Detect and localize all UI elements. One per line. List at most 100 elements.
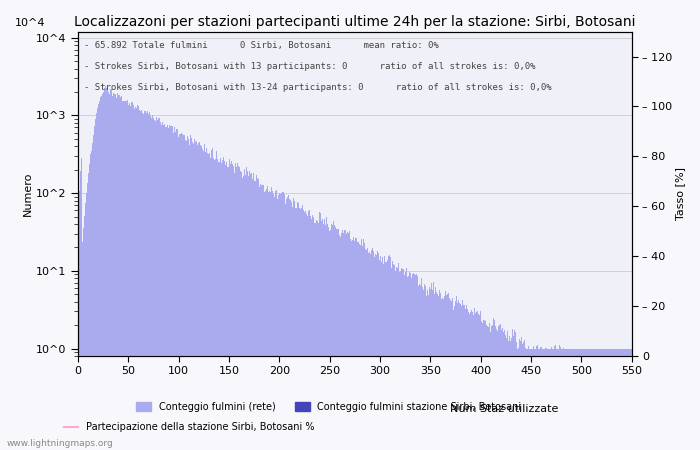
Bar [488, 327, 489, 450]
Title: Localizzazoni per stazioni partecipanti ultime 24h per la stazione: Sirbi, Botos: Localizzazoni per stazioni partecipanti … [74, 15, 636, 29]
Bar [162, 122, 163, 450]
Bar [610, 349, 611, 450]
Bar [400, 268, 402, 450]
Bar [479, 315, 480, 450]
Bar [605, 349, 606, 450]
Bar [589, 349, 590, 450]
Bar [151, 117, 152, 450]
Bar [500, 324, 501, 450]
Bar [232, 166, 234, 450]
Bar [505, 335, 506, 450]
Bar [265, 191, 266, 450]
Bar [366, 250, 368, 450]
Bar [285, 204, 286, 450]
Bar [432, 290, 433, 450]
Bar [602, 349, 603, 450]
Bar [441, 299, 442, 450]
Bar [337, 229, 338, 450]
Bar [594, 349, 595, 450]
Bar [455, 301, 456, 450]
Bar [414, 275, 416, 450]
Bar [473, 315, 474, 450]
Bar [370, 254, 372, 450]
Bar [581, 349, 582, 450]
Bar [268, 192, 269, 450]
Bar [502, 328, 503, 450]
Bar [206, 148, 207, 450]
Bar [531, 349, 533, 450]
Bar [487, 326, 488, 450]
Bar [527, 349, 528, 450]
Bar [163, 125, 164, 450]
Bar [157, 120, 158, 450]
Bar [550, 347, 552, 450]
Bar [625, 349, 626, 450]
Bar [631, 349, 632, 450]
Bar [542, 346, 543, 450]
Bar [427, 290, 428, 450]
Bar [349, 230, 350, 450]
Bar [536, 346, 538, 450]
Bar [115, 94, 116, 450]
Text: - Strokes Sirbi, Botosani with 13-24 participants: 0      ratio of all strokes i: - Strokes Sirbi, Botosani with 13-24 par… [83, 84, 551, 93]
Bar [220, 158, 221, 450]
Bar [540, 346, 542, 450]
Bar [357, 242, 358, 450]
Bar [176, 129, 177, 450]
Bar [283, 193, 284, 450]
Bar [446, 295, 447, 450]
Bar [573, 349, 574, 450]
Bar [457, 303, 458, 450]
Bar [347, 232, 349, 450]
Bar [182, 134, 183, 450]
Bar [445, 291, 446, 450]
Bar [114, 94, 115, 450]
Bar [306, 214, 307, 450]
Bar [82, 243, 83, 450]
Bar [365, 249, 366, 450]
Bar [286, 199, 287, 450]
Bar [350, 239, 351, 450]
Bar [139, 110, 140, 450]
Bar [150, 116, 151, 450]
Bar [167, 125, 168, 450]
Bar [212, 148, 214, 450]
Bar [526, 349, 527, 450]
Bar [363, 239, 365, 450]
Bar [575, 349, 577, 450]
Bar [419, 284, 420, 450]
Bar [482, 324, 483, 450]
Bar [358, 242, 359, 450]
Bar [486, 324, 487, 450]
Bar [133, 105, 134, 450]
Bar [558, 349, 559, 450]
Bar [628, 349, 629, 450]
Bar [448, 293, 449, 450]
Bar [253, 181, 255, 450]
Bar [87, 183, 88, 450]
Bar [271, 187, 272, 450]
Bar [257, 178, 258, 450]
Bar [205, 152, 206, 450]
Bar [425, 286, 426, 450]
Bar [617, 349, 618, 450]
Bar [168, 128, 169, 450]
Bar [496, 329, 497, 450]
Bar [489, 323, 490, 450]
Bar [386, 260, 388, 450]
Bar [164, 124, 165, 450]
Bar [301, 208, 302, 450]
Bar [418, 286, 419, 450]
Bar [461, 306, 462, 450]
Bar [125, 101, 126, 450]
Bar [423, 290, 424, 450]
Bar [113, 93, 114, 450]
Bar [312, 215, 313, 450]
Bar [359, 243, 360, 450]
Bar [614, 349, 615, 450]
Bar [145, 111, 146, 450]
Bar [308, 211, 309, 450]
Bar [108, 94, 110, 450]
Bar [424, 284, 425, 450]
Bar [467, 309, 468, 450]
